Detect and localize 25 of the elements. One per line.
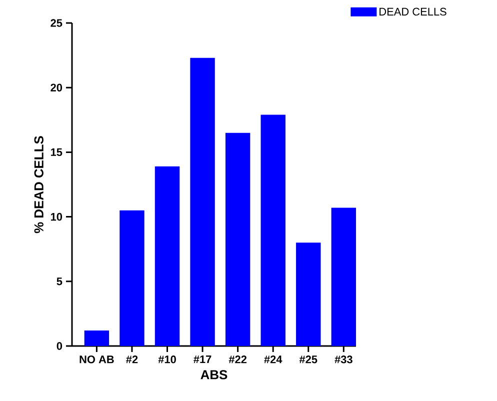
- y-tick-label: 0: [56, 342, 62, 350]
- y-axis-title: % DEAD CELLS: [34, 136, 44, 234]
- x-tick-label: NO AB: [80, 356, 114, 364]
- y-tick-label: 5: [56, 278, 62, 286]
- x-tick-label: #17: [194, 356, 212, 364]
- bar: [331, 208, 356, 346]
- bar: [84, 330, 110, 346]
- x-tick-label: #24: [264, 356, 282, 364]
- x-tick-label: #22: [228, 356, 247, 364]
- bar: [190, 58, 215, 346]
- x-tick-label: #25: [299, 356, 318, 364]
- y-tick-label: 20: [50, 84, 62, 92]
- bar: [296, 242, 321, 346]
- x-tick-label: #10: [158, 356, 176, 364]
- bar: [260, 114, 286, 346]
- bar: [120, 210, 144, 346]
- x-axis-title: ABS: [200, 370, 228, 380]
- bar: [225, 132, 250, 346]
- legend-label: DEAD CELLS: [380, 8, 446, 16]
- y-tick-label: 10: [50, 212, 62, 221]
- y-tick-label: 15: [50, 148, 62, 156]
- y-tick-label: 25: [50, 19, 62, 27]
- bar: [154, 166, 180, 346]
- x-tick-label: #33: [334, 356, 352, 364]
- x-tick-label: #2: [126, 356, 138, 364]
